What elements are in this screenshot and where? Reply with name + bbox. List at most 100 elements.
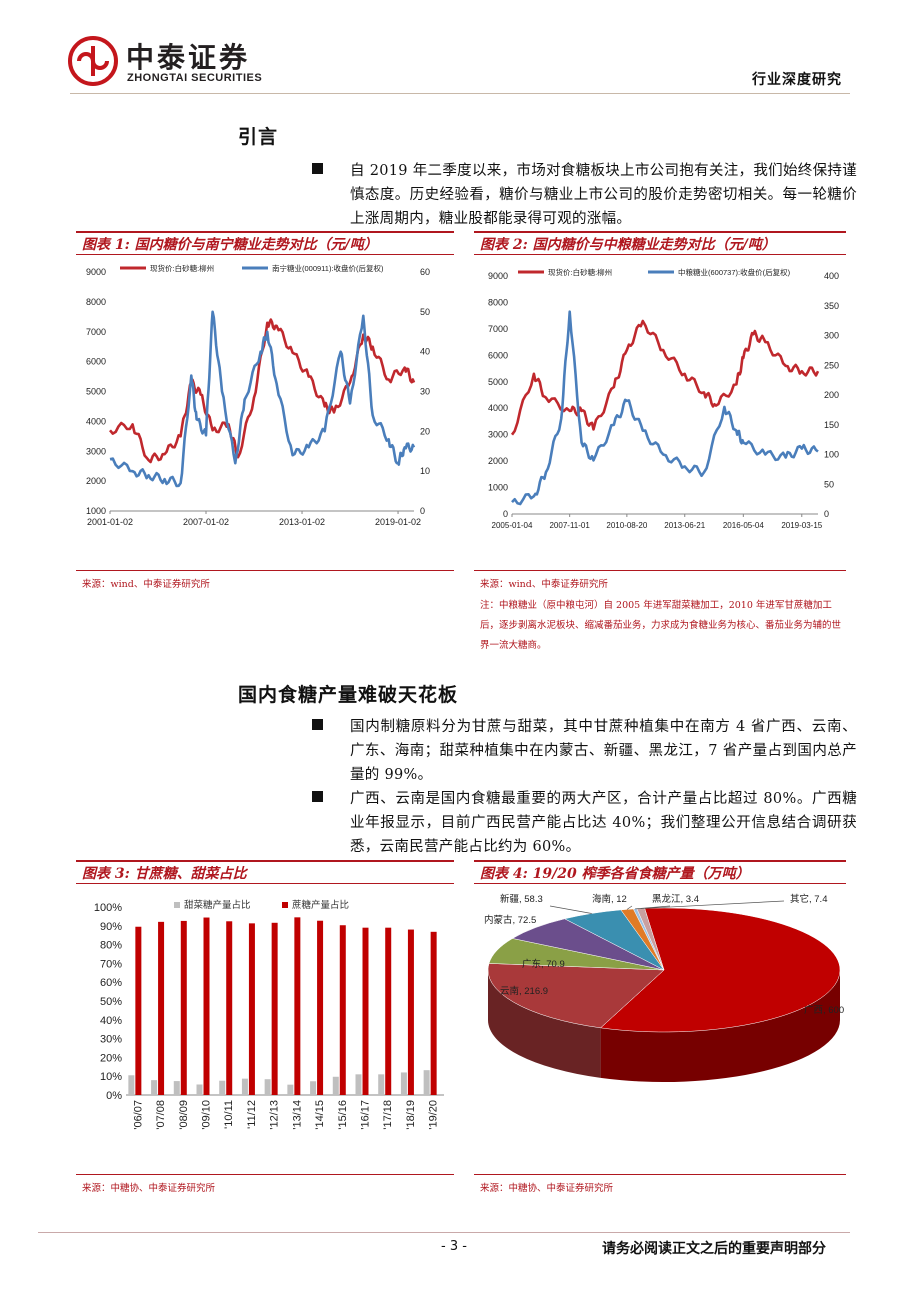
- bar-beet-sugar: [332, 1076, 339, 1095]
- figure-3-title: 图表 3: 甘蔗糖、甜菜占比: [76, 860, 454, 884]
- x-tick-label: 2005-01-04: [492, 521, 533, 530]
- x-tick-label: 2007-01-02: [183, 517, 229, 527]
- y-right-tick-label: 40: [420, 347, 430, 357]
- y-right-tick-label: 50: [824, 479, 834, 489]
- bar-cane-sugar: [248, 923, 255, 1095]
- figure-3-source-divider: [76, 1174, 454, 1175]
- legend-swatch: [282, 902, 288, 908]
- figure-2-title: 图表 2: 国内糖价与中粮糖业走势对比（元/吨）: [474, 231, 846, 255]
- pie-label-内蒙古: 内蒙古, 72.5: [484, 914, 536, 926]
- y-left-tick-label: 8000: [86, 297, 106, 307]
- series-line-2: [109, 310, 416, 488]
- y-tick-label: 80%: [100, 940, 122, 952]
- header-divider: [70, 93, 850, 94]
- y-left-tick-label: 5000: [86, 387, 106, 397]
- bar-beet-sugar: [173, 1081, 180, 1095]
- figure-1-line-chart: 1000 2000 3000 4000 5000 6000 7000 8000 9000 0 10 2…: [86, 263, 430, 527]
- legend-swatch: [174, 902, 180, 908]
- footer-disclaimer: 请务必阅读正文之后的重要声明部分: [602, 1241, 826, 1257]
- bar-cane-sugar: [362, 927, 369, 1095]
- y-tick-label: 50%: [100, 996, 122, 1008]
- y-right-tick-label: 150: [824, 420, 839, 430]
- page-number: - 3 -: [441, 1239, 467, 1254]
- y-left-tick-label: 7000: [86, 327, 106, 337]
- y-left-tick-label: 4000: [488, 403, 508, 413]
- pie-label-海南: 海南, 12: [592, 893, 627, 905]
- figure-3-source: 来源：中糖协、中泰证券研究所: [82, 1183, 216, 1194]
- bar-cane-sugar: [385, 927, 392, 1095]
- x-tick-label: '07/08: [155, 1100, 167, 1130]
- y-tick-label: 60%: [100, 977, 122, 989]
- legend-label: 甜菜糖产量占比: [184, 899, 251, 911]
- pie-label-广东: 广东, 70.9: [522, 958, 565, 970]
- logo-chinese-name: 中泰证券: [126, 41, 251, 74]
- section-title-production: 国内食糖产量难破天花板: [238, 684, 459, 706]
- figure-1-title: 图表 1: 国内糖价与南宁糖业走势对比（元/吨）: [76, 231, 454, 255]
- y-left-tick-label: 1000: [488, 483, 508, 493]
- series-line-2: [511, 310, 819, 506]
- legend-label: 现货价:白砂糖:柳州: [548, 267, 612, 277]
- bar-beet-sugar: [400, 1072, 407, 1095]
- zhongtai-logo-icon: [68, 36, 118, 86]
- pie-leader-line: [640, 900, 785, 909]
- figure-2-line-chart: 0 1000 2000 3000 4000 5000 6000 7000 8000 9000 0 50…: [488, 267, 839, 530]
- x-tick-label: '14/15: [314, 1100, 326, 1130]
- y-right-tick-label: 100: [824, 450, 839, 460]
- x-tick-label: '10/11: [223, 1100, 235, 1129]
- x-tick-label: '13/14: [291, 1100, 303, 1130]
- y-right-tick-label: 60: [420, 267, 430, 277]
- x-tick-label: '08/09: [178, 1100, 190, 1130]
- footer-divider: [38, 1232, 850, 1233]
- y-tick-label: 40%: [100, 1015, 122, 1027]
- figure-2-source: 来源：wind、中泰证券研究所: [480, 579, 608, 590]
- bar-cane-sugar: [180, 920, 187, 1095]
- figure-4-pie-chart: 广西, 600 云南, 216.9 广东, 70.9 内蒙古, 72.5 新疆, 58.…: [484, 893, 844, 1082]
- section-title-intro: 引言: [238, 126, 279, 148]
- y-tick-label: 100%: [94, 902, 122, 914]
- y-tick-label: 90%: [100, 921, 122, 933]
- logo-english-name: ZHONGTAI SECURITIES: [127, 72, 263, 84]
- x-tick-label: '15/16: [337, 1100, 349, 1130]
- bar-cane-sugar: [430, 931, 437, 1095]
- figure-4-title: 图表 4: 19/20 榨季各省食糖产量（万吨）: [474, 860, 846, 884]
- bar-cane-sugar: [203, 917, 210, 1095]
- bar-beet-sugar: [241, 1078, 248, 1095]
- y-right-tick-label: 0: [420, 506, 425, 516]
- figure-1-source-divider: [76, 570, 454, 571]
- x-tick-label: 2016-05-04: [723, 521, 764, 530]
- y-left-tick-label: 6000: [488, 350, 508, 360]
- bar-beet-sugar: [310, 1081, 317, 1095]
- bullet-paragraph: 自 2019 年二季度以来，市场对食糖板块上市公司抱有关注，我们始终保持谨慎态度…: [312, 159, 857, 231]
- y-left-tick-label: 3000: [86, 446, 106, 456]
- x-tick-label: 2007-11-01: [549, 521, 590, 530]
- y-tick-label: 20%: [100, 1052, 122, 1064]
- figure-4-source: 来源：中糖协、中泰证券研究所: [480, 1183, 614, 1194]
- pie-leader-line: [549, 905, 592, 914]
- y-left-tick-label: 2000: [488, 456, 508, 466]
- figure-3-bar-chart: 0% 10% 20% 30% 40% 50% 60% 70% 80% 90% 100% '06/07 '…: [94, 899, 444, 1130]
- bar-cane-sugar: [271, 922, 278, 1095]
- bullet-square-icon: [312, 791, 323, 802]
- y-right-tick-label: 50: [420, 307, 430, 317]
- pie-side-广西: [600, 970, 840, 1082]
- pie-side-云南: [488, 970, 601, 1078]
- bar-cane-sugar: [407, 929, 414, 1095]
- report-type-label: 行业深度研究: [752, 72, 842, 88]
- legend-label: 南宁糖业(000911):收盘价(后复权): [272, 263, 384, 273]
- bar-beet-sugar: [378, 1074, 385, 1095]
- y-left-tick-label: 5000: [488, 377, 508, 387]
- bar-cane-sugar: [158, 921, 165, 1095]
- figure-2-note: 注：中粮糖业（原中粮屯河）自 2005 年进军甜菜糖加工，2010 年进军甘蔗糖…: [480, 600, 842, 651]
- bar-beet-sugar: [196, 1084, 203, 1095]
- y-tick-label: 0%: [106, 1090, 122, 1102]
- x-tick-label: '17/18: [382, 1100, 394, 1130]
- figure-1-source: 来源：wind、中泰证券研究所: [82, 579, 210, 590]
- bar-beet-sugar: [264, 1079, 271, 1095]
- y-tick-label: 70%: [100, 958, 122, 970]
- pie-label-新疆: 新疆, 58.3: [500, 893, 543, 905]
- series-line-1: [109, 318, 416, 464]
- y-right-tick-label: 20: [420, 426, 430, 436]
- pie-label-其它: 其它, 7.4: [790, 893, 828, 905]
- y-right-tick-label: 300: [824, 331, 839, 341]
- y-left-tick-label: 3000: [488, 430, 508, 440]
